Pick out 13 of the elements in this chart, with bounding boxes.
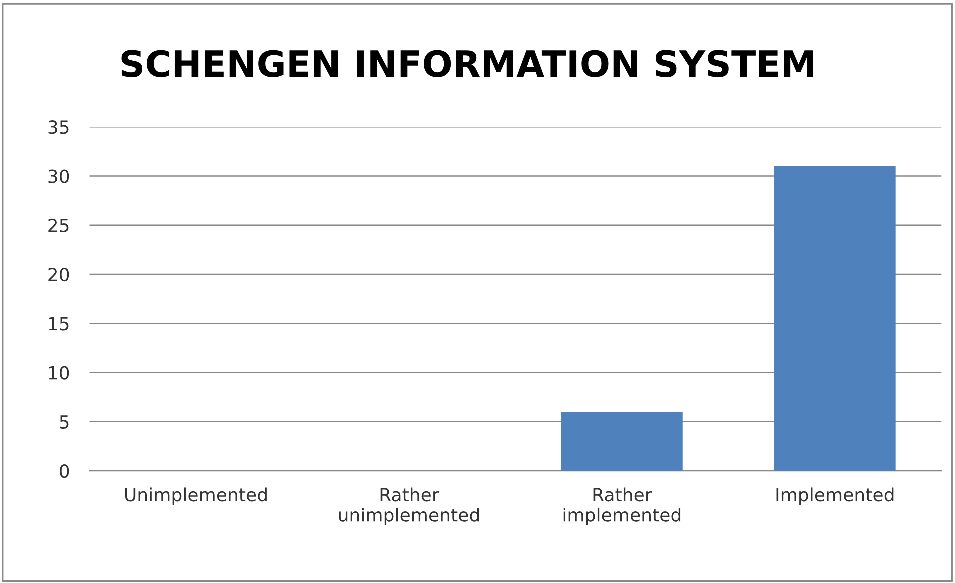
y-tick-label: 15 (49, 317, 69, 331)
y-tick-label: 10 (49, 366, 70, 380)
x-tick-label: Unimplemented (126, 488, 267, 506)
y-tick-label: 5 (60, 416, 69, 430)
x-tick-label: Implemented (776, 488, 894, 506)
y-tick-label: 0 (60, 464, 70, 478)
x-tick-label: Rather unimplemented (339, 488, 480, 526)
x-tick-label: Rather implemented (564, 488, 681, 526)
chart-title: SCHENGEN INFORMATION SYSTEM (122, 50, 814, 78)
y-tick-label: 25 (48, 218, 69, 232)
y-tick-label: 20 (48, 268, 70, 282)
y-tick-label: 35 (48, 120, 69, 134)
y-tick-label: 30 (48, 170, 70, 184)
